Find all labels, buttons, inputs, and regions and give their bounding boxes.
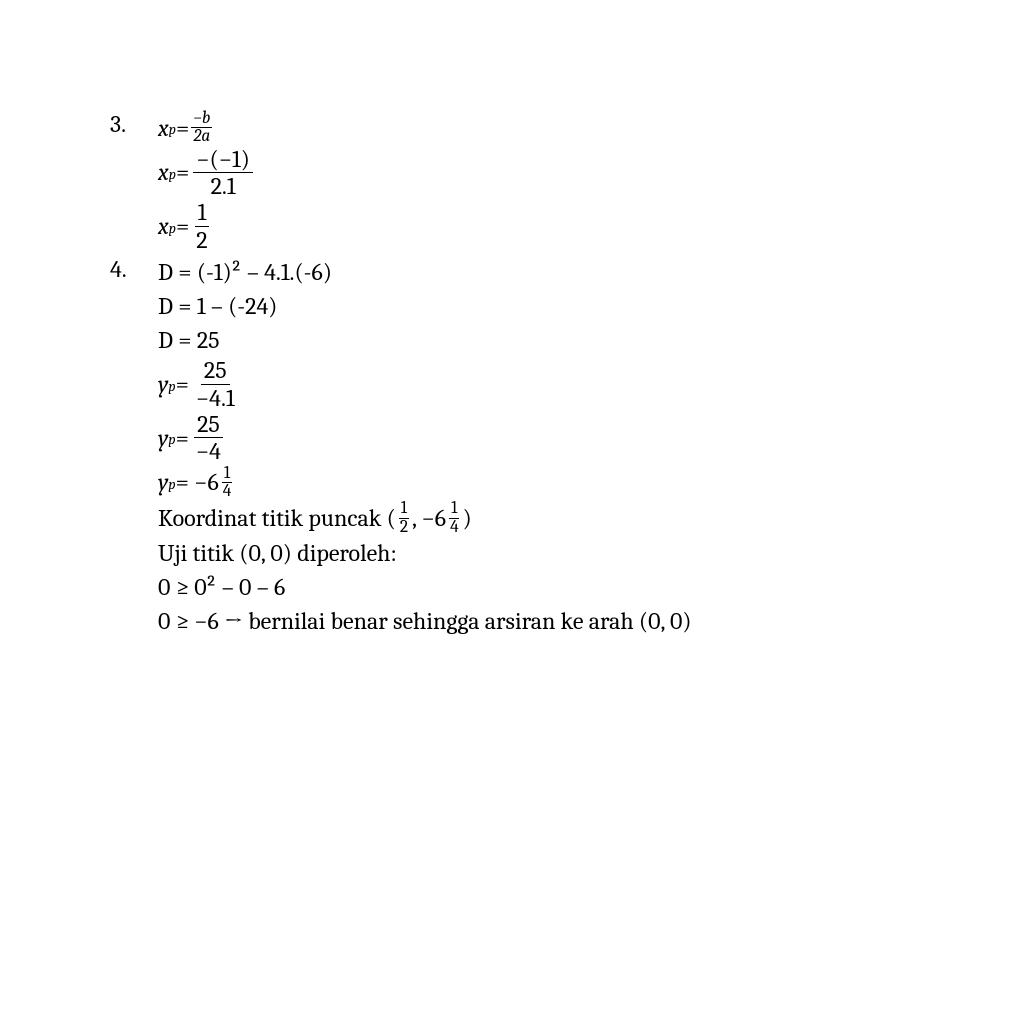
math-document: 3. xp = −b 2a xp = −(−1) 2.1 xp — [110, 110, 692, 640]
equals: = — [176, 424, 189, 452]
var-x: x — [158, 158, 169, 186]
equals: = — [176, 370, 189, 398]
var-y: y — [158, 424, 168, 452]
equals: = — [176, 212, 189, 240]
item-number-3: 3. — [110, 110, 158, 138]
equals: = — [176, 158, 189, 186]
denominator: 4 — [448, 519, 461, 536]
numerator: 1 — [195, 199, 210, 226]
eq-d-result: D = 25 — [158, 323, 692, 357]
koordinat-pre: Koordinat titik puncak ( — [158, 504, 396, 532]
denominator: 2 — [193, 227, 210, 253]
inequality-1: 0 ≥ 0² – 0 – 6 — [158, 570, 692, 604]
list-item-4: 4. D = (-1)² – 4.1.(-6) D = 1 – (-24) D … — [110, 255, 692, 638]
fraction: 1 4 — [448, 500, 461, 536]
denominator: 4 — [221, 483, 234, 500]
denominator: −4.1 — [193, 385, 238, 411]
denominator: 2.1 — [208, 173, 239, 199]
eq-xp-sub: xp = −(−1) 2.1 — [158, 146, 692, 200]
fraction: 25 −4 — [193, 411, 224, 465]
eq-xp-formula: xp = −b 2a — [158, 110, 692, 146]
denominator: 2a — [191, 128, 212, 145]
equals: = — [176, 114, 189, 142]
numerator: 25 — [194, 411, 223, 438]
uji-titik-line: Uji titik (0, 0) diperoleh: — [158, 536, 692, 570]
eq-d-step: D = 1 – (-24) — [158, 289, 692, 323]
text-mid: = −6 — [176, 468, 219, 496]
fraction: 1 2 — [398, 500, 410, 536]
var-y: y — [158, 370, 168, 398]
fraction: −b 2a — [191, 110, 212, 146]
eq-d-formula: D = (-1)² – 4.1.(-6) — [158, 255, 692, 289]
koordinat-line: Koordinat titik puncak ( 1 2 , −6 1 4 ) — [158, 500, 692, 536]
inequality-conclusion: 0 ≥ −6 → bernilai benar sehingga arsiran… — [158, 604, 692, 638]
koordinat-mid: , −6 — [412, 504, 446, 532]
sub-p: p — [168, 378, 175, 395]
denominator: 2 — [398, 519, 410, 536]
eq-yp-2: yp = 25 −4 — [158, 411, 692, 465]
denominator: −4 — [193, 438, 224, 464]
koordinat-post: ) — [463, 504, 472, 532]
item-number-4: 4. — [110, 255, 158, 283]
numerator: 25 — [201, 357, 230, 384]
eq-xp-result: xp = 1 2 — [158, 199, 692, 253]
numerator: 1 — [399, 500, 409, 518]
sub-p: p — [168, 431, 175, 448]
numerator: 1 — [449, 500, 459, 518]
var-x: x — [158, 114, 169, 142]
sub-p: p — [168, 476, 175, 493]
sub-p: p — [169, 166, 176, 183]
fraction: 25 −4.1 — [193, 357, 238, 411]
fraction: 1 4 — [221, 465, 234, 501]
numerator: −(−1) — [193, 146, 253, 173]
eq-yp-result: yp = −6 1 4 — [158, 465, 692, 501]
sub-p: p — [169, 121, 176, 138]
sub-p: p — [169, 220, 176, 237]
eq-yp-1: yp = 25 −4.1 — [158, 357, 692, 411]
var-y: y — [158, 468, 168, 496]
fraction: 1 2 — [193, 199, 210, 253]
fraction: −(−1) 2.1 — [193, 146, 253, 200]
list-item-3: 3. xp = −b 2a xp = −(−1) 2.1 xp — [110, 110, 692, 253]
var-x: x — [158, 212, 169, 240]
